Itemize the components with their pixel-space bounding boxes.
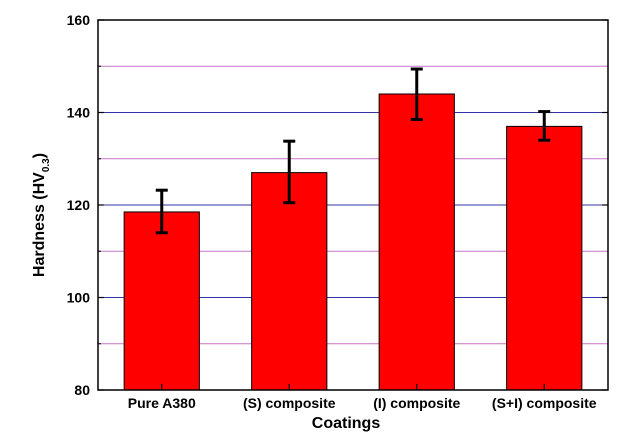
x-tick-label: Pure A380 xyxy=(128,395,196,411)
y-axis-title: Hardness (HV0.3) xyxy=(31,153,52,277)
y-axis-title-main: Hardness (HV xyxy=(31,172,48,277)
bars-group xyxy=(123,93,583,391)
bar xyxy=(251,172,328,391)
x-axis-title: Coatings xyxy=(312,415,381,432)
y-axis-ticks: 80 100 120 140 160 xyxy=(67,12,608,398)
x-axis-ticks: Pure A380 (S) composite (I) composite (S+I)… xyxy=(128,384,597,411)
x-tick-label: (S+I) composite xyxy=(492,395,597,411)
y-tick-label: 80 xyxy=(74,382,90,398)
bar xyxy=(506,125,583,391)
y-tick-label: 160 xyxy=(67,12,91,28)
x-tick-label: (S) composite xyxy=(243,395,336,411)
y-tick-label: 120 xyxy=(67,197,91,213)
y-axis-title-subscript: 0.3 xyxy=(41,158,52,172)
bar xyxy=(123,211,200,391)
y-tick-label: 100 xyxy=(67,290,91,306)
y-axis-title-close: ) xyxy=(31,153,48,158)
bar xyxy=(378,93,455,391)
x-tick-label: (I) composite xyxy=(373,395,460,411)
y-tick-label: 140 xyxy=(67,105,91,121)
error-bars-group xyxy=(155,67,551,235)
